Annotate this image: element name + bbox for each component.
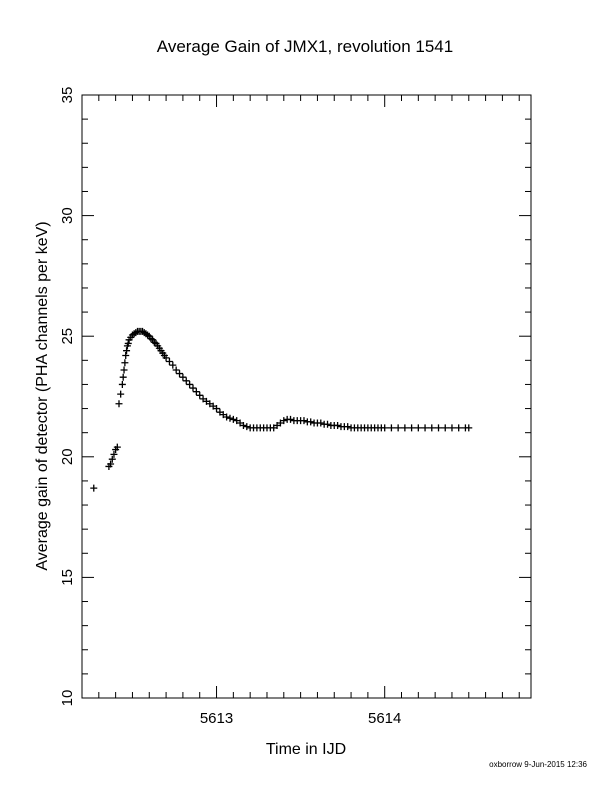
y-axis-label: Average gain of detector (PHA channels p… [34, 221, 51, 570]
data-point [182, 377, 190, 385]
chart-title: Average Gain of JMX1, revolution 1541 [157, 37, 453, 56]
data-point [110, 450, 118, 458]
data-point [300, 417, 308, 425]
data-point [387, 424, 395, 432]
footer-stamp: oxborrow 9-Jun-2015 12:36 [489, 760, 587, 769]
data-point [465, 424, 473, 432]
data-point [119, 373, 127, 381]
data-point [172, 366, 180, 374]
data-point [121, 359, 129, 367]
y-tick-label: 10 [59, 690, 76, 707]
data-point [147, 335, 155, 343]
data-point [132, 329, 140, 337]
data-point [414, 424, 422, 432]
data-point [223, 413, 231, 421]
data-point [115, 400, 123, 408]
data-point [162, 354, 170, 362]
data-point [189, 384, 197, 392]
data-point [435, 424, 443, 432]
data-point [107, 460, 115, 468]
data-point [176, 370, 184, 378]
data-point [344, 423, 352, 431]
data-point [455, 424, 463, 432]
data-point [213, 405, 221, 413]
plot-area: 10 15 20 25 30 35 5613 5614 [59, 87, 532, 727]
data-point [186, 380, 194, 388]
data-point [334, 421, 342, 429]
data-point [243, 423, 251, 431]
data-point [124, 339, 132, 347]
data-point [287, 415, 295, 423]
data-point [196, 391, 204, 399]
data-point [239, 421, 247, 429]
y-tick-label: 25 [59, 328, 76, 345]
data-point [118, 380, 126, 388]
data-point [123, 347, 131, 355]
data-point [408, 424, 416, 432]
data-point [165, 358, 173, 366]
data-point [280, 417, 288, 425]
data-point [144, 331, 152, 339]
data-point [117, 390, 125, 398]
data-point [90, 484, 98, 492]
data-point [108, 455, 116, 463]
y-tick-label: 35 [59, 87, 76, 104]
data-points [90, 327, 473, 492]
data-point [150, 338, 158, 346]
data-point [229, 415, 237, 423]
x-axis-label: Time in IJD [266, 741, 346, 758]
data-point [324, 420, 332, 428]
data-point [448, 424, 456, 432]
ticks [81, 94, 531, 699]
data-point [394, 424, 402, 432]
x-tick-label: 5613 [200, 710, 233, 727]
tick-labels: 10 15 20 25 30 35 5613 5614 [59, 87, 401, 727]
y-tick-label: 15 [59, 569, 76, 586]
data-point [441, 424, 449, 432]
data-point [401, 424, 409, 432]
data-point [307, 418, 315, 426]
data-point [120, 366, 128, 374]
data-point [381, 424, 389, 432]
data-point [421, 424, 429, 432]
y-tick-label: 30 [59, 207, 76, 224]
data-point [179, 373, 187, 381]
data-point [226, 414, 234, 422]
data-point [113, 443, 121, 451]
data-point [317, 419, 325, 427]
data-point [192, 388, 200, 396]
data-point [122, 351, 130, 359]
data-point [169, 361, 177, 369]
y-tick-label: 20 [59, 448, 76, 465]
x-tick-label: 5614 [368, 710, 401, 727]
plot-frame [81, 94, 532, 699]
data-point [428, 424, 436, 432]
